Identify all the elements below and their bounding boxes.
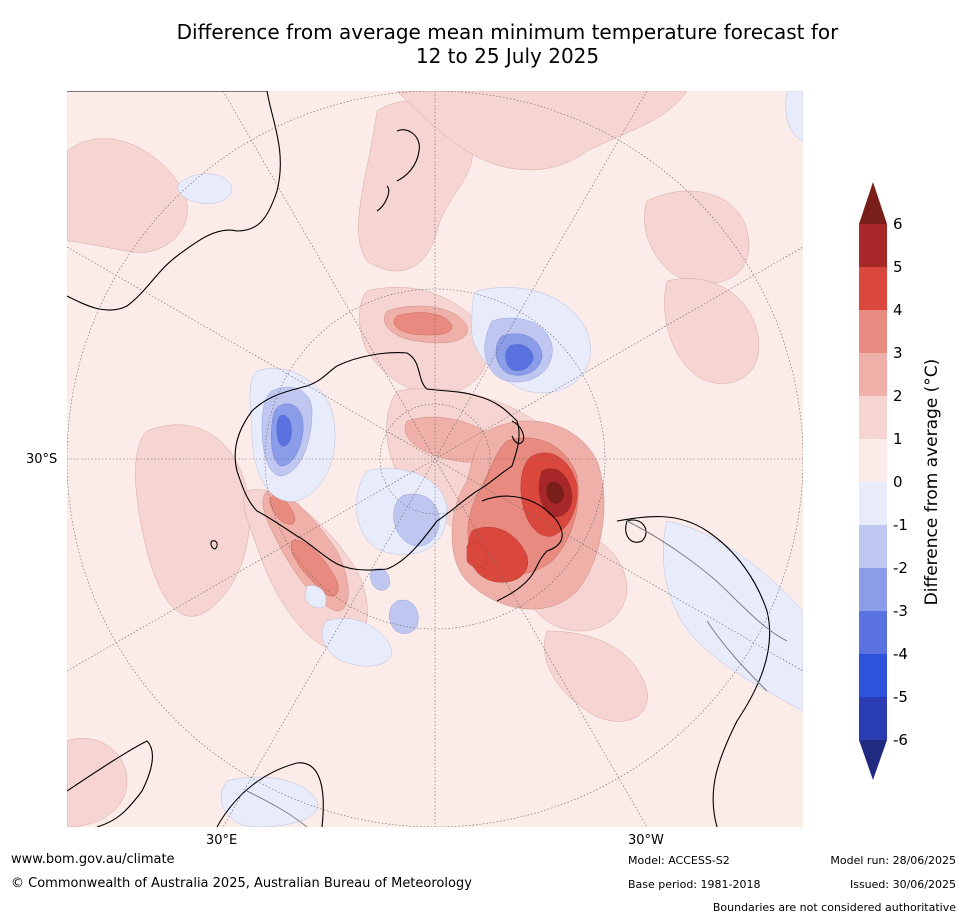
colorbar: 6 5 4 3 2 1 0 -1 -2 -3 -4 -5 -6 Difference from aver… <box>859 182 942 780</box>
footer-disclaimer: Boundaries are not considered authoritat… <box>712 901 956 914</box>
footer-issued: Issued: 30/06/2025 <box>849 878 956 891</box>
footer-model: Model: ACCESS-S2 <box>628 854 730 867</box>
colorbar-bin <box>859 697 887 740</box>
colorbar-tick-label: -5 <box>893 688 908 706</box>
chart-title: Difference from average mean minimum tem… <box>80 20 935 68</box>
colorbar-extend-high <box>859 182 887 224</box>
colorbar-bin <box>859 654 887 697</box>
title-line-1: Difference from average mean minimum tem… <box>176 20 839 44</box>
coastlines <box>67 91 771 827</box>
colorbar-label: Difference from average (°C) <box>922 359 942 606</box>
colorbar-tick-label: -3 <box>893 602 908 620</box>
colorbar-tick-label: 0 <box>893 473 903 491</box>
footer-base-period: Base period: 1981-2018 <box>628 878 761 891</box>
colorbar-tick-label: 3 <box>893 344 903 362</box>
colorbar-bin <box>859 525 887 568</box>
anomaly-band-above-6 <box>546 481 564 504</box>
colorbar-extend-low <box>859 740 887 780</box>
colorbar-tick-label: 5 <box>893 258 903 276</box>
footer-url[interactable]: www.bom.gov.au/climate <box>11 852 175 867</box>
footer-copyright: © Commonwealth of Australia 2025, Austra… <box>11 876 472 891</box>
colorbar-bin <box>859 396 887 439</box>
colorbar-bin <box>859 267 887 310</box>
title-line-2: 12 to 25 July 2025 <box>415 44 600 68</box>
colorbar-bin <box>859 439 887 482</box>
colorbar-tick-label: -1 <box>893 516 908 534</box>
colorbar-bin <box>859 353 887 396</box>
colorbar-ticks: 6 5 4 3 2 1 0 -1 -2 -3 -4 -5 -6 <box>893 215 908 749</box>
longitude-label-30e: 30°E <box>206 833 238 848</box>
colorbar-tick-label: 1 <box>893 430 903 448</box>
political-boundaries <box>246 520 788 827</box>
colorbar-tick-label: 4 <box>893 301 903 319</box>
longitude-label-30w: 30°W <box>628 833 664 848</box>
anomaly-map <box>67 91 803 827</box>
colorbar-tick-label: 6 <box>893 215 903 233</box>
colorbar-tick-label: -4 <box>893 645 908 663</box>
colorbar-bin <box>859 568 887 611</box>
graticule <box>67 91 803 827</box>
colorbar-tick-label: 2 <box>893 387 903 405</box>
latitude-label-30s: 30°S <box>26 452 58 467</box>
colorbar-tick-label: -2 <box>893 559 908 577</box>
colorbar-bin <box>859 224 887 267</box>
colorbar-bin <box>859 611 887 654</box>
colorbar-bin <box>859 482 887 525</box>
colorbar-bin <box>859 310 887 353</box>
anomaly-band-minus-4-3 <box>276 344 534 447</box>
colorbar-bins <box>859 224 887 740</box>
colorbar-tick-label: -6 <box>893 731 908 749</box>
footer-model-run: Model run: 28/06/2025 <box>830 854 956 867</box>
